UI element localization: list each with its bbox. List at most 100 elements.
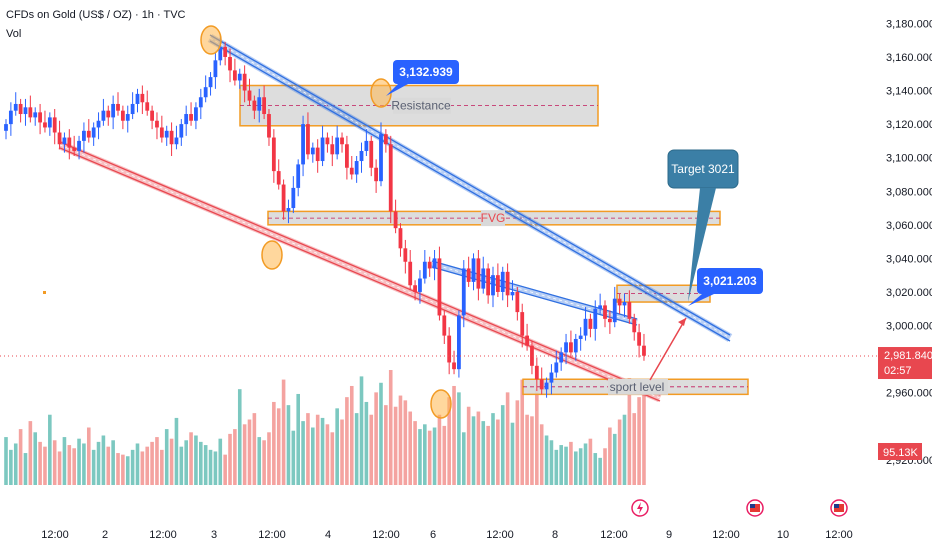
volume-bar	[140, 451, 145, 485]
highlight-circle	[370, 78, 392, 108]
resistance-label: Resistance	[391, 99, 451, 113]
highlight-circle	[430, 389, 452, 419]
small-orange-marker	[43, 291, 46, 294]
volume-bar	[96, 441, 101, 485]
blue-resistance-channel-center	[209, 37, 731, 339]
price-axis: 2,920.0002,960.0003,000.0003,020.0003,04…	[878, 18, 932, 467]
volume-bar	[320, 417, 325, 485]
volume-bar	[281, 379, 286, 485]
volume-bar	[125, 456, 130, 485]
candle-body	[573, 338, 578, 353]
blue-resistance-channel-upper	[209, 34, 731, 336]
volume-bar	[237, 389, 242, 485]
volume-bar	[608, 427, 612, 485]
candle-body	[223, 46, 228, 57]
volume-bar	[13, 443, 18, 485]
volume-bar	[447, 397, 451, 485]
volume-bar	[569, 441, 573, 485]
candle-body	[301, 124, 305, 165]
candle-body	[539, 379, 544, 390]
volume-bars-layer	[4, 370, 646, 485]
volume-bar	[345, 397, 349, 485]
volume-bar	[496, 419, 500, 485]
candle-body	[164, 130, 169, 138]
volume-bar	[296, 393, 300, 485]
candle-body	[18, 103, 23, 115]
candle-body	[145, 102, 150, 111]
symbol-title: CFDs on Gold (US$ / OZ) · 1h · TVC	[6, 9, 186, 21]
volume-bar	[535, 389, 539, 485]
volume-bar	[349, 385, 354, 485]
time-tick-label: 9	[666, 529, 672, 541]
candle-body	[525, 335, 529, 346]
volume-bar	[4, 437, 8, 485]
candle-body	[549, 372, 554, 383]
time-tick-label: 4	[325, 529, 331, 541]
candle-body	[442, 315, 447, 336]
candle-body	[232, 70, 237, 81]
candle-body	[140, 93, 145, 103]
price-tick-label: 3,120.000	[886, 119, 932, 131]
price-tick-label: 2,960.000	[886, 388, 932, 400]
volume-bar	[174, 417, 179, 485]
volume-bar	[515, 400, 520, 485]
volume-bar	[311, 427, 315, 485]
candle-body	[276, 171, 281, 185]
fvg-label: FVG	[481, 211, 506, 225]
price-tick-label: 3,040.000	[886, 253, 932, 265]
candle-body	[627, 302, 632, 319]
candle-body	[593, 308, 598, 329]
candle-body	[607, 318, 612, 323]
time-tick-label: 10	[777, 529, 789, 541]
volume-bar	[262, 440, 266, 485]
candle-body	[101, 110, 106, 121]
candle-body	[218, 46, 223, 61]
candle-body	[306, 124, 310, 155]
candle-body	[500, 271, 505, 292]
projection-arrow	[649, 317, 687, 381]
candle-body	[257, 97, 262, 111]
volume-bar	[393, 406, 398, 485]
candle-body	[330, 144, 335, 155]
price-tick-label: 3,180.000	[886, 18, 932, 30]
volume-bar	[121, 454, 125, 485]
lightning-glyph	[637, 502, 643, 514]
volume-bar	[189, 432, 193, 485]
candle-body	[510, 291, 515, 296]
volume-bar	[427, 430, 432, 485]
volume-bar	[588, 438, 593, 485]
candle-body	[612, 298, 617, 323]
candles-layer	[4, 35, 646, 398]
candle-body	[369, 140, 374, 168]
candle-body	[534, 365, 539, 380]
candle-body	[447, 335, 452, 363]
volume-bar	[62, 437, 67, 485]
support-label-bg	[608, 378, 668, 395]
candle-body	[247, 90, 252, 101]
volume-bar	[384, 405, 388, 485]
candle-body	[262, 97, 267, 115]
candle-body	[155, 120, 159, 128]
candle-body	[466, 268, 471, 282]
candle-body	[364, 140, 369, 151]
candle-body	[291, 187, 296, 209]
candle-body	[554, 362, 559, 373]
candle-body	[349, 167, 354, 175]
candle-body	[4, 124, 8, 131]
high-price-label: 3,132.939	[399, 65, 453, 79]
blue-inner-channel-upper	[431, 260, 638, 320]
volume-bar	[554, 449, 559, 485]
candle-body	[422, 261, 427, 279]
volume-bar	[276, 408, 281, 485]
volume-bar	[461, 432, 466, 485]
candle-body	[320, 137, 325, 162]
candle-body	[520, 312, 525, 336]
price-tick-label: 3,060.000	[886, 220, 932, 232]
blue-resistance-channel-lower	[209, 40, 731, 342]
support-label: sport level	[610, 380, 665, 394]
volume-bar	[637, 397, 641, 485]
volume-bar	[291, 430, 296, 485]
volume-bar	[359, 376, 364, 485]
time-tick-label: 12:00	[825, 529, 853, 541]
